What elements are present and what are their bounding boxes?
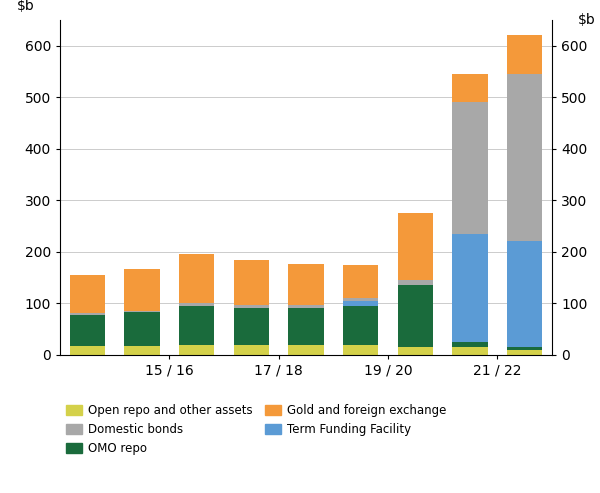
Bar [233,308,269,345]
Bar [288,308,324,345]
Bar [452,102,488,234]
Bar [398,347,433,355]
Bar [398,285,433,347]
Bar [70,315,105,346]
Bar [70,275,105,313]
Bar [398,213,433,280]
Bar [233,305,269,308]
Bar [70,346,105,355]
Bar [452,234,488,342]
Bar [507,350,542,355]
Bar [452,342,488,347]
Y-axis label: $b: $b [578,13,595,27]
Bar [70,313,105,315]
Bar [124,312,160,346]
Bar [233,259,269,305]
Bar [124,269,160,311]
Bar [233,345,269,355]
Bar [507,35,542,74]
Bar [179,303,214,306]
Bar [179,254,214,303]
Bar [452,347,488,355]
Bar [507,347,542,350]
Bar [507,242,542,347]
Bar [288,264,324,305]
Bar [398,280,433,285]
Bar [179,345,214,355]
Legend: Open repo and other assets, Domestic bonds, OMO repo, Gold and foreign exchange,: Open repo and other assets, Domestic bon… [66,404,446,455]
Bar [179,306,214,345]
Bar [343,301,379,306]
Bar [507,74,542,242]
Y-axis label: $b: $b [17,0,34,13]
Bar [343,345,379,355]
Bar [343,298,379,301]
Bar [343,306,379,345]
Bar [288,305,324,308]
Bar [124,311,160,312]
Bar [452,74,488,102]
Bar [124,346,160,355]
Bar [288,345,324,355]
Bar [343,265,379,298]
